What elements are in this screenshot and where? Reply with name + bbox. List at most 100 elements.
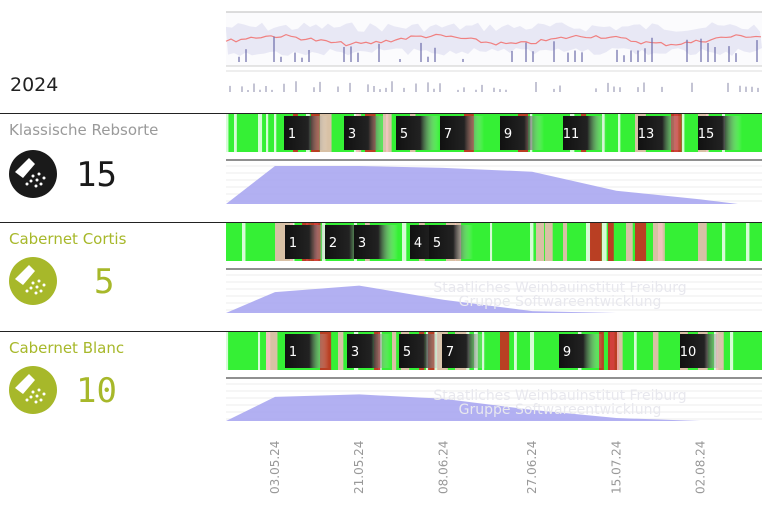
treatment-block (563, 116, 607, 150)
treatment-number: 10 (680, 345, 697, 360)
strip-gap (242, 223, 246, 261)
treatment-block (347, 334, 391, 368)
treatment-number: 1 (289, 345, 297, 360)
watermark-line1: Staatliches Weinbauinstitut Freiburg (433, 388, 686, 404)
treatment-number: 7 (446, 345, 454, 360)
treatment-number: 5 (403, 345, 411, 360)
year-label: 2024 (10, 74, 59, 96)
section-divider (0, 331, 762, 332)
infection-patch (536, 223, 545, 261)
infection-patch (608, 223, 614, 261)
treatment-number: 3 (348, 127, 356, 142)
strip-gap (274, 114, 277, 152)
strip-gap (258, 332, 261, 370)
treatment-number: 1 (288, 127, 296, 142)
treatment-block (354, 225, 398, 259)
spray-nozzle-icon (9, 257, 57, 305)
treatment-number: 7 (444, 127, 452, 142)
treatment-block (284, 116, 328, 150)
treatment-block (500, 116, 544, 150)
infection-patch (392, 332, 397, 370)
treatment-number: 3 (351, 345, 359, 360)
treatment-block (285, 225, 329, 259)
spray-nozzle-icon (9, 150, 57, 198)
treatment-count: 5 (94, 262, 115, 302)
infection-patch (653, 223, 665, 261)
strip-gap (746, 223, 750, 261)
spray-nozzle-icon (9, 366, 57, 414)
strip-gap (530, 223, 534, 261)
infection-patch (545, 223, 553, 261)
infection-patch (653, 332, 659, 370)
treatment-number: 11 (563, 127, 580, 142)
variety-name: Cabernet Blanc (9, 339, 125, 357)
infection-patch (626, 223, 633, 261)
treatment-block (285, 334, 329, 368)
treatment-block (638, 116, 682, 150)
strip-gap (490, 223, 493, 261)
infection-patch (275, 223, 285, 261)
treatment-number: 5 (433, 236, 441, 251)
x-tick-label: 08.06.24 (436, 441, 450, 494)
treatment-block (442, 334, 486, 368)
treatment-block (344, 116, 388, 150)
strip-gap (530, 332, 535, 370)
strip-gap (226, 114, 229, 152)
strip-gap (618, 114, 621, 152)
treatment-number: 2 (329, 236, 337, 251)
infection-patch (338, 332, 344, 370)
strip-gap (402, 223, 407, 261)
weather-band (226, 22, 762, 56)
strip-gap (722, 223, 726, 261)
treatment-number: 3 (358, 236, 366, 251)
strip-gap (586, 223, 591, 261)
treatment-block (559, 334, 603, 368)
section-divider (0, 222, 762, 223)
infection-patch (608, 332, 620, 370)
treatment-block (399, 334, 443, 368)
treatment-count: 10 (76, 371, 117, 411)
treatment-block (440, 116, 484, 150)
infection-patch (500, 332, 510, 370)
strip-gap (258, 114, 263, 152)
infection-patch (698, 223, 707, 261)
x-tick-label: 27.06.24 (525, 441, 539, 494)
variety-name: Klassische Rebsorte (9, 121, 159, 139)
treatment-block (680, 334, 724, 368)
variety-name: Cabernet Cortis (9, 230, 127, 248)
strip-gap (730, 332, 734, 370)
strip-gap (634, 332, 637, 370)
watermark-line1: Staatliches Weinbauinstitut Freiburg (433, 280, 686, 296)
section-divider (0, 113, 762, 114)
strip-gap (234, 114, 237, 152)
infection-area (226, 285, 617, 313)
watermark-line2: Gruppe Softwareentwicklung (459, 294, 662, 310)
treatment-number: 4 (414, 236, 422, 251)
infection-patch (635, 223, 647, 261)
strip-gap (602, 223, 607, 261)
x-tick-label: 21.05.24 (352, 441, 366, 494)
infection-patch (617, 332, 623, 370)
x-tick-label: 15.07.24 (609, 441, 623, 494)
infection-patch (266, 332, 278, 370)
treatment-block (429, 225, 473, 259)
infection-area (226, 166, 738, 204)
strip-gap (266, 114, 269, 152)
x-tick-label: 02.08.24 (693, 441, 707, 494)
treatment-number: 9 (504, 127, 512, 142)
infection-area (226, 394, 701, 421)
strip-gap (682, 114, 685, 152)
treatment-block (396, 116, 440, 150)
strip-gap (514, 332, 517, 370)
treatment-block (698, 116, 742, 150)
treatment-count: 15 (76, 155, 117, 195)
infection-patch (590, 223, 602, 261)
watermark-line2: Gruppe Softwareentwicklung (459, 402, 662, 418)
strip-gap (226, 332, 229, 370)
treatment-number: 13 (638, 127, 655, 142)
infection-patch (563, 223, 568, 261)
treatment-number: 15 (698, 127, 715, 142)
treatment-number: 9 (563, 345, 571, 360)
temperature-line (225, 33, 762, 47)
